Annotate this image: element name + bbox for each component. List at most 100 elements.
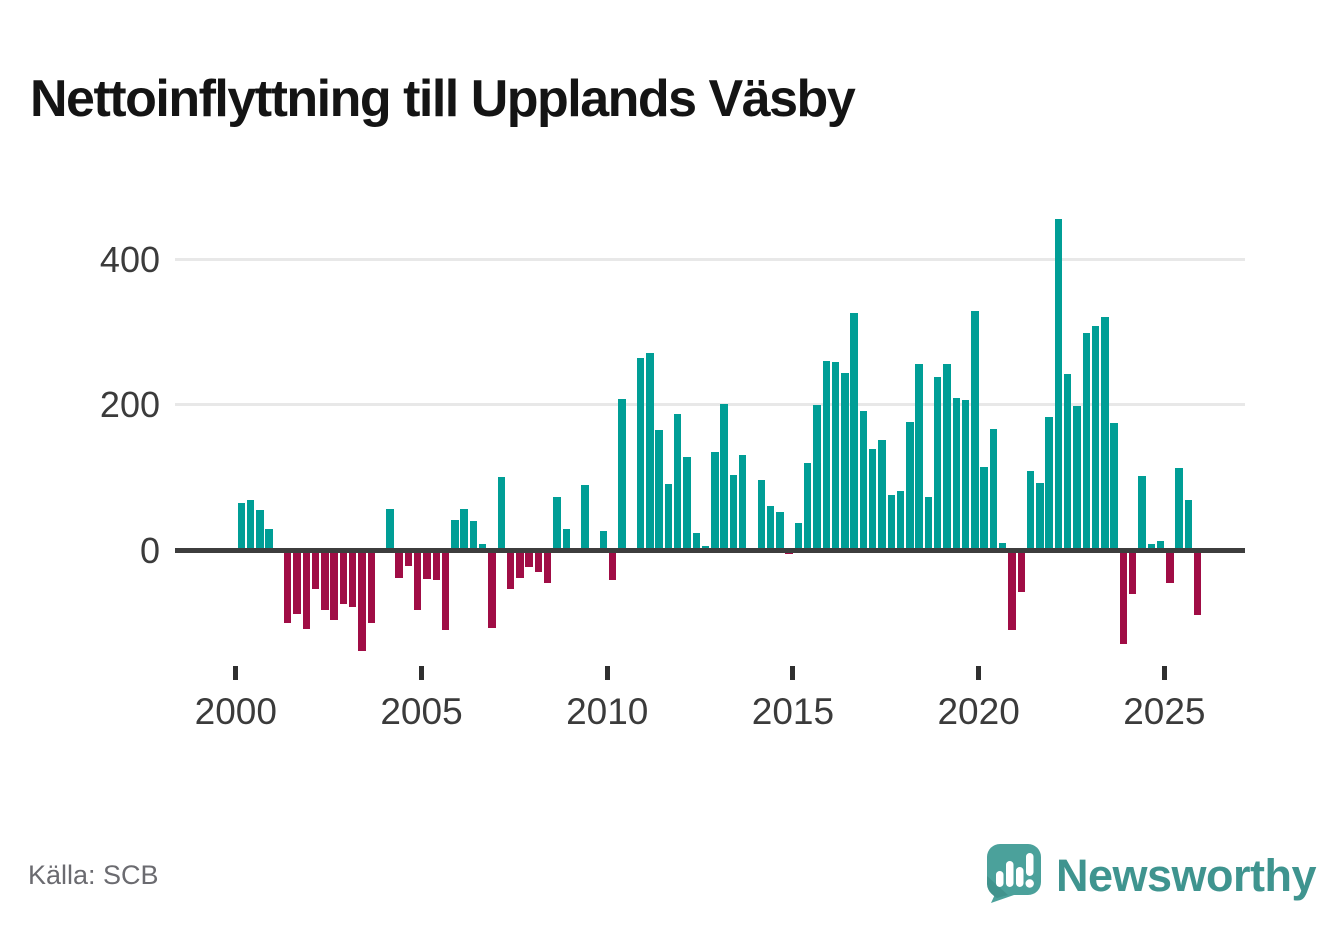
bar-2023Q2 <box>1101 317 1109 550</box>
x-axis-tick-2015 <box>790 666 796 680</box>
bar-2020Q1 <box>980 466 988 550</box>
bar-2023Q3 <box>1110 423 1118 550</box>
bar-2006Q2 <box>469 520 478 550</box>
bar-2012Q2 <box>692 532 700 550</box>
bar-2011Q4 <box>674 414 682 550</box>
bar-2015Q3 <box>813 404 821 550</box>
bar-2008Q4 <box>562 528 570 550</box>
bar-2011Q3 <box>664 483 673 550</box>
bar-2000Q1 <box>237 502 245 550</box>
x-axis-tick-2010 <box>604 666 610 680</box>
bar-2024Q3 <box>1147 544 1155 550</box>
bar-2003Q3 <box>367 550 375 623</box>
bar-2015Q2 <box>804 462 812 550</box>
bar-2014Q1 <box>757 480 765 550</box>
newsworthy-wordmark: Newsworthy <box>1056 849 1317 901</box>
bar-2000Q2 <box>246 499 255 550</box>
x-axis-tick-label-2025: 2025 <box>1123 691 1206 732</box>
bar-2024Q1 <box>1129 550 1137 594</box>
bar-2005Q1 <box>423 550 431 580</box>
bar-2001Q4 <box>302 550 310 630</box>
bar-2020Q2 <box>989 428 998 550</box>
bar-2003Q1 <box>349 550 357 607</box>
bar-2003Q2 <box>358 550 366 651</box>
bar-2025Q3 <box>1184 499 1193 550</box>
x-axis-tick-label-2020: 2020 <box>937 691 1020 732</box>
bar-2019Q2 <box>952 397 960 550</box>
bar-2013Q3 <box>739 454 747 550</box>
bar-2024Q2 <box>1138 475 1146 550</box>
bar-2011Q2 <box>655 429 663 550</box>
bar-2010Q2 <box>618 399 626 550</box>
bar-2010Q1 <box>609 550 617 580</box>
bar-2000Q3 <box>256 510 264 550</box>
x-axis-tick-2000 <box>233 666 239 680</box>
x-axis-tick-2005 <box>419 666 424 680</box>
bar-2022Q4 <box>1082 333 1090 550</box>
bar-2023Q4 <box>1119 550 1128 644</box>
bar-2018Q3 <box>924 497 933 550</box>
bar-2001Q2 <box>284 550 292 624</box>
bar-2020Q4 <box>1008 550 1016 630</box>
newsworthy-logo: Newsworthy <box>984 842 1317 909</box>
bar-2022Q3 <box>1073 405 1081 550</box>
bar-2024Q4 <box>1156 541 1165 550</box>
bar-2006Q1 <box>460 509 468 550</box>
bar-2022Q1 <box>1054 219 1063 550</box>
bar-2006Q3 <box>479 544 487 550</box>
y-axis-tick-label: 400 <box>99 239 160 281</box>
x-axis-tick-label-2005: 2005 <box>380 691 463 732</box>
bar-2018Q4 <box>934 376 942 550</box>
bar-2010Q4 <box>636 358 645 550</box>
bar-2008Q2 <box>544 550 552 584</box>
bar-2021Q3 <box>1036 482 1044 550</box>
bar-2013Q1 <box>720 404 728 550</box>
x-axis-baseline <box>175 547 1245 553</box>
bar-2004Q1 <box>386 508 394 550</box>
bar-2022Q2 <box>1064 374 1072 550</box>
bar-2016Q1 <box>831 362 840 550</box>
bar-2015Q1 <box>794 523 803 550</box>
bar-2013Q2 <box>729 474 738 550</box>
y-axis-tick-label: 200 <box>99 384 160 426</box>
bar-2002Q4 <box>339 550 348 604</box>
bar-2014Q2 <box>766 506 775 550</box>
bar-2015Q4 <box>822 360 830 550</box>
bar-2008Q3 <box>553 497 561 550</box>
bar-2021Q4 <box>1045 417 1053 550</box>
bar-2025Q4 <box>1194 550 1202 616</box>
bar-2011Q1 <box>646 352 654 550</box>
bar-2005Q3 <box>441 550 450 630</box>
bar-2009Q4 <box>599 531 608 550</box>
bar-2016Q4 <box>859 411 868 550</box>
bar-2005Q2 <box>432 550 440 581</box>
bar-2017Q1 <box>869 449 877 550</box>
bar-2000Q4 <box>265 528 273 550</box>
bar-2025Q2 <box>1175 468 1183 550</box>
bar-2009Q2 <box>581 485 589 550</box>
bar-2018Q1 <box>906 421 914 550</box>
x-axis-tick-label-2010: 2010 <box>566 691 649 732</box>
bar-2004Q2 <box>395 550 403 579</box>
bar-2016Q2 <box>841 372 849 550</box>
bar-2012Q1 <box>683 457 691 550</box>
x-axis-tick-2020 <box>976 666 982 680</box>
bar-2016Q3 <box>850 313 858 550</box>
x-axis-tick-label-2000: 2000 <box>194 691 277 732</box>
bar-2012Q4 <box>711 452 719 550</box>
bar-2023Q1 <box>1091 325 1100 550</box>
source-note: Källa: SCB <box>28 860 159 890</box>
bar-2007Q4 <box>525 550 533 567</box>
bar-2019Q4 <box>971 310 979 550</box>
bar-2007Q2 <box>506 550 515 590</box>
bar-2018Q2 <box>915 364 923 550</box>
y-axis-tick-label: 0 <box>139 529 160 571</box>
chart-title: Nettoinflyttning till Upplands Väsby <box>30 69 856 128</box>
bar-2005Q4 <box>451 519 459 550</box>
bar-2006Q4 <box>488 550 496 629</box>
bar-2002Q2 <box>321 550 329 611</box>
bar-2020Q3 <box>999 543 1007 550</box>
bar-2001Q3 <box>293 550 301 614</box>
bar-2017Q3 <box>887 494 895 550</box>
